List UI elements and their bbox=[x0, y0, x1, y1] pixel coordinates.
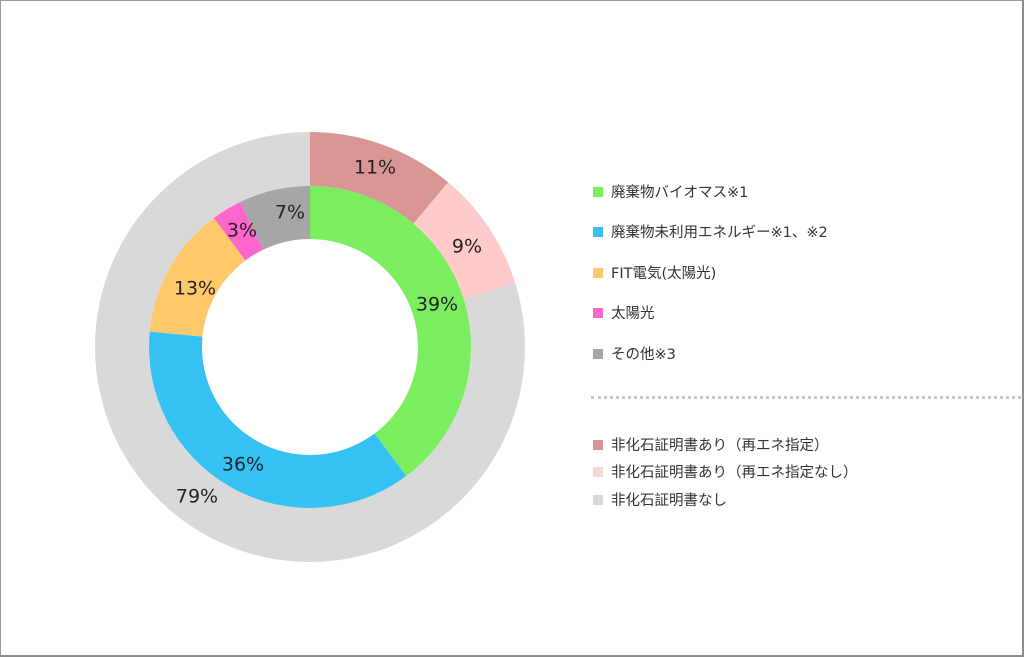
inner-segment-label: 7% bbox=[275, 202, 305, 224]
legend-swatch-icon bbox=[593, 466, 603, 477]
legend-item-waste-biomass: 廃棄物バイオマス※1 bbox=[593, 181, 748, 202]
inner-segment-2 bbox=[149, 331, 407, 509]
legend-label: 廃棄物バイオマス※1 bbox=[611, 185, 749, 201]
legend-label: 太陽光 bbox=[611, 306, 655, 322]
legend-item-fit-solar: FIT電気(太陽光) bbox=[593, 262, 716, 283]
inner-segment-label: 36% bbox=[222, 454, 264, 476]
legend-label: 非化石証明書なし bbox=[611, 493, 727, 509]
inner-ring bbox=[149, 186, 472, 509]
legend-swatch-icon bbox=[593, 494, 603, 505]
frame-border-bottom bbox=[0, 655, 1024, 657]
legend-item-solar: 太陽光 bbox=[593, 302, 655, 323]
outer-segment-1 bbox=[310, 132, 449, 224]
inner-segment-3 bbox=[149, 217, 246, 337]
inner-segment-4 bbox=[213, 201, 264, 261]
legend-label: FIT電気(太陽光) bbox=[611, 266, 717, 282]
outer-segment-label: 11% bbox=[354, 157, 396, 179]
legend-label: 非化石証明書あり（再エネ指定） bbox=[611, 438, 829, 454]
legend-label: 非化石証明書あり（再エネ指定なし） bbox=[611, 465, 858, 481]
legend-swatch-icon bbox=[593, 439, 603, 450]
legend-item-cert-non-renewable: 非化石証明書あり（再エネ指定なし） bbox=[593, 461, 858, 482]
inner-segment-5 bbox=[240, 186, 310, 250]
inner-segment-label: 3% bbox=[227, 220, 257, 242]
legend-label: その他※3 bbox=[611, 347, 676, 363]
outer-ring bbox=[94, 132, 525, 562]
inner-segment-label: 39% bbox=[416, 294, 458, 316]
legend-divider bbox=[591, 396, 1021, 399]
inner-segment-label: 13% bbox=[174, 278, 216, 300]
legend-swatch-icon bbox=[593, 307, 603, 318]
frame-border-right bbox=[1022, 0, 1024, 657]
outer-segment-label: 79% bbox=[176, 486, 218, 508]
outer-segment-2 bbox=[413, 182, 516, 300]
inner-segment-1 bbox=[310, 186, 472, 477]
segment-labels: 39% 36% 13% 3% 7% 11% 9% 79% bbox=[174, 157, 482, 508]
legend-swatch-icon bbox=[593, 186, 603, 197]
legend-item-waste-unused-energy: 廃棄物未利用エネルギー※1、※2 bbox=[593, 221, 828, 242]
legend-item-cert-renewable: 非化石証明書あり（再エネ指定） bbox=[593, 434, 829, 455]
legend-swatch-icon bbox=[593, 348, 603, 359]
legend-item-other: その他※3 bbox=[593, 343, 676, 364]
legend-label: 廃棄物未利用エネルギー※1、※2 bbox=[611, 225, 828, 241]
outer-segment-label: 9% bbox=[452, 236, 482, 258]
legend-swatch-icon bbox=[593, 226, 603, 237]
legend-item-no-cert: 非化石証明書なし bbox=[593, 489, 727, 510]
legend-swatch-icon bbox=[593, 267, 603, 278]
